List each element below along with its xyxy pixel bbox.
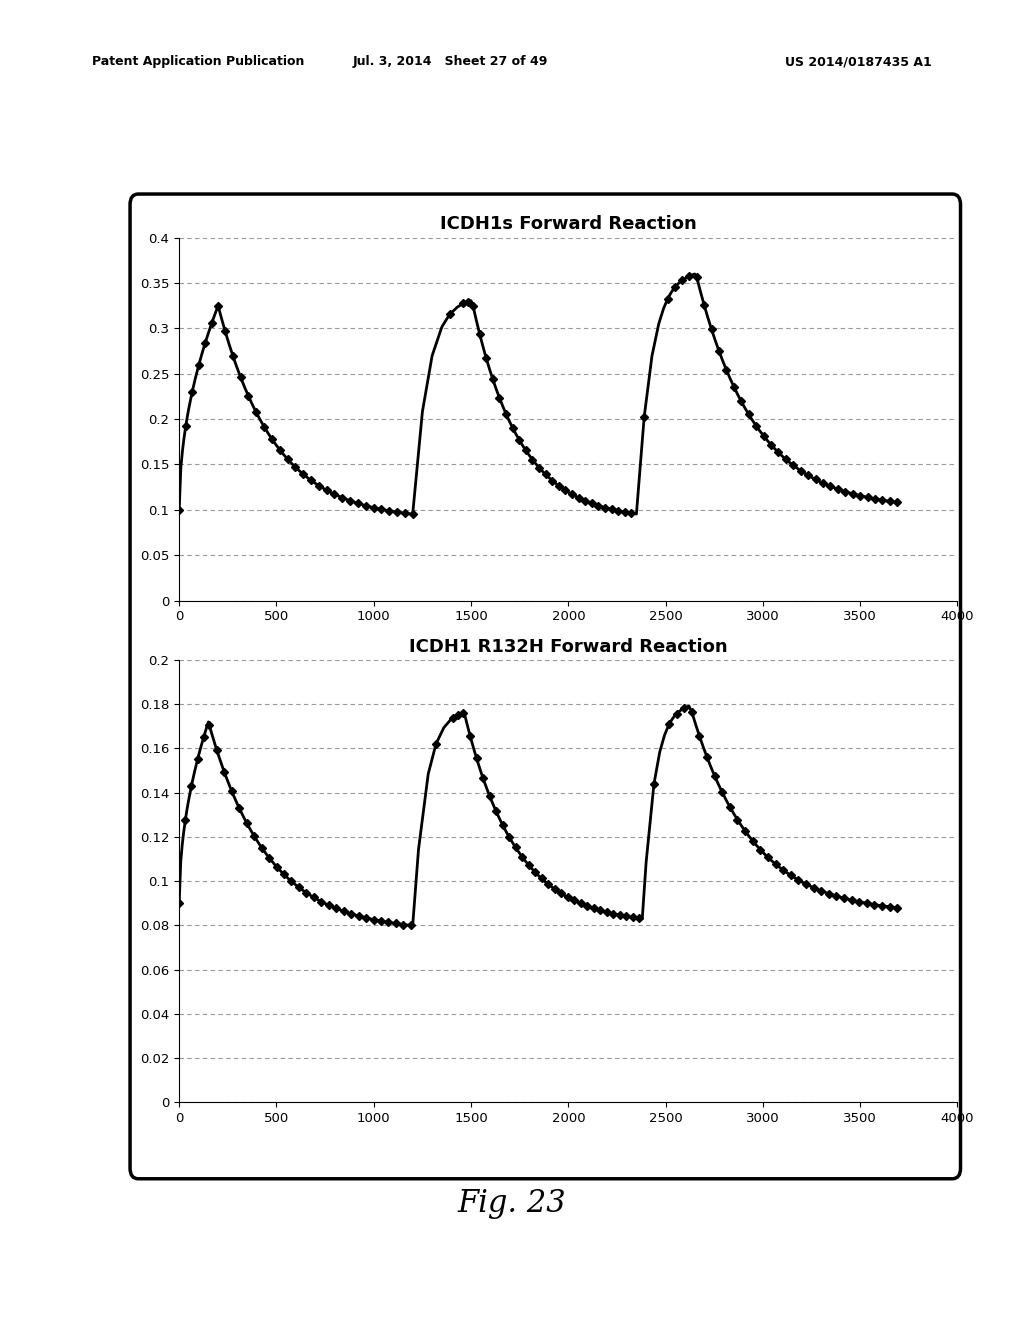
- Text: Jul. 3, 2014   Sheet 27 of 49: Jul. 3, 2014 Sheet 27 of 49: [353, 55, 548, 69]
- Title: ICDH1 R132H Forward Reaction: ICDH1 R132H Forward Reaction: [409, 638, 728, 656]
- Text: US 2014/0187435 A1: US 2014/0187435 A1: [785, 55, 932, 69]
- Text: Patent Application Publication: Patent Application Publication: [92, 55, 304, 69]
- Text: Fig. 23: Fig. 23: [458, 1188, 566, 1220]
- Title: ICDH1s Forward Reaction: ICDH1s Forward Reaction: [440, 215, 696, 234]
